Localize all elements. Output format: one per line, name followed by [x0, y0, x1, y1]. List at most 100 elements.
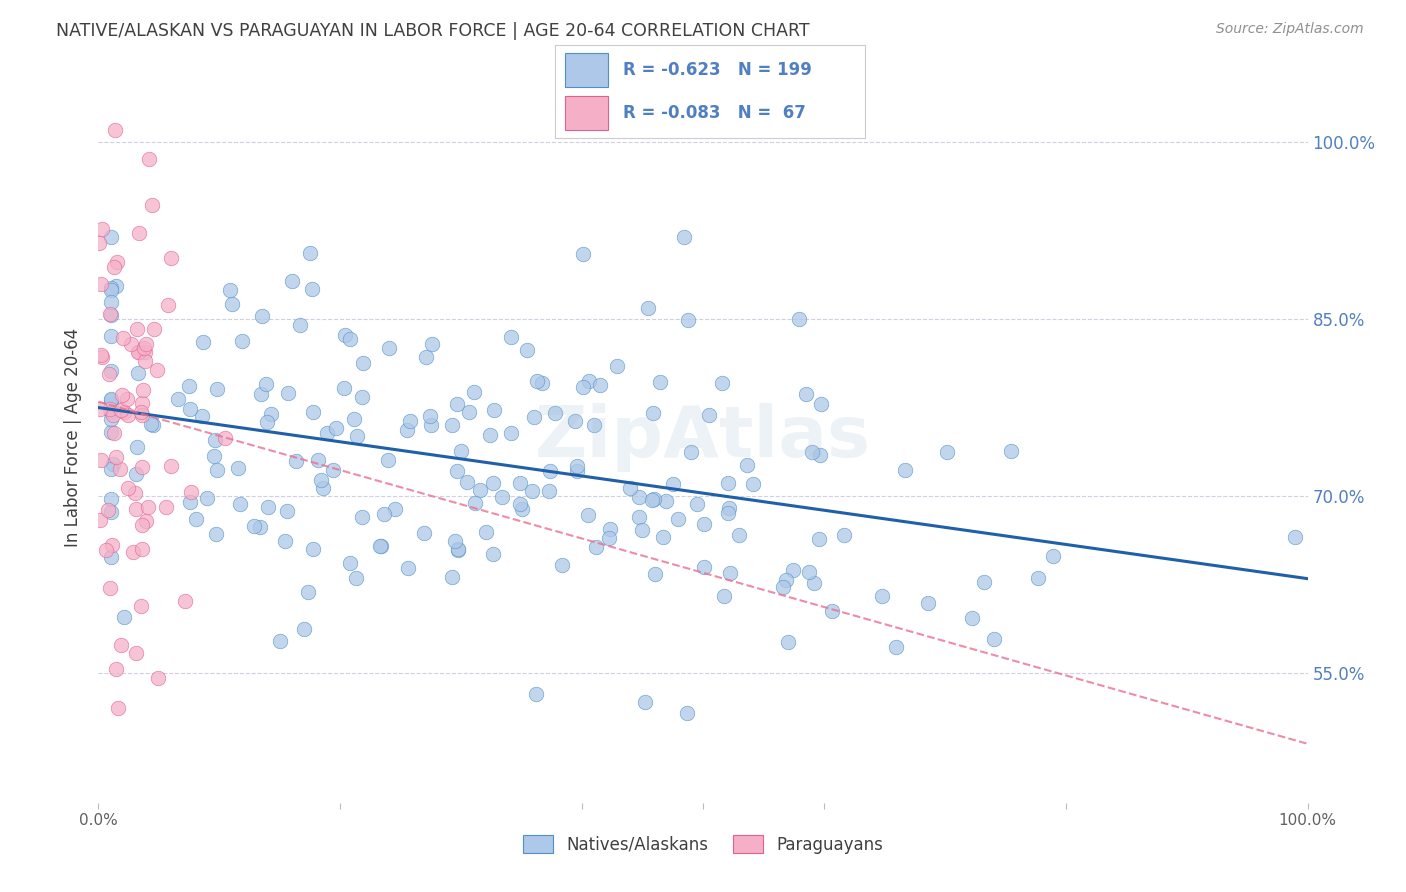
Point [131, 542, 153, 557]
Point [415, 350, 437, 364]
Point [370, 539, 392, 553]
Point [450, 444, 472, 458]
Point [420, 336, 443, 351]
Point [205, 463, 228, 477]
Point [205, 527, 228, 541]
Point [333, 328, 356, 343]
Point [634, 695, 657, 709]
Text: R = -0.083   N =  67: R = -0.083 N = 67 [623, 104, 806, 122]
Point [333, 381, 356, 395]
Point [195, 491, 218, 506]
Point [339, 332, 361, 346]
Point [983, 632, 1005, 646]
Point [100, 393, 122, 408]
Point [1284, 530, 1306, 544]
Point [89, 402, 111, 417]
Point [97, 367, 120, 381]
Point [257, 500, 280, 514]
Point [127, 345, 149, 359]
Point [808, 448, 831, 462]
Point [250, 309, 273, 323]
Point [538, 484, 561, 499]
Point [676, 313, 699, 327]
Point [249, 520, 271, 534]
Point [832, 528, 855, 542]
Text: R = -0.623   N = 199: R = -0.623 N = 199 [623, 61, 813, 78]
Point [156, 298, 179, 312]
Point [641, 493, 664, 508]
Point [524, 687, 547, 701]
Point [103, 425, 125, 440]
Point [606, 359, 628, 374]
Y-axis label: In Labor Force | Age 20-64: In Labor Force | Age 20-64 [65, 327, 83, 547]
Point [125, 440, 148, 454]
Point [100, 283, 122, 297]
Point [105, 662, 128, 676]
Point [231, 334, 253, 348]
Point [637, 301, 659, 315]
Point [572, 247, 595, 261]
Point [274, 534, 297, 549]
Point [131, 409, 153, 423]
Point [226, 460, 249, 475]
Point [444, 534, 467, 549]
Point [146, 363, 169, 377]
Point [564, 414, 586, 428]
Point [167, 392, 190, 406]
Point [776, 635, 799, 649]
Point [782, 563, 804, 577]
Point [384, 501, 406, 516]
Point [446, 397, 468, 411]
Point [301, 542, 323, 557]
Point [90, 347, 112, 361]
Point [281, 274, 304, 288]
Point [202, 449, 225, 463]
Point [191, 409, 214, 423]
Point [686, 497, 709, 511]
Point [447, 543, 470, 558]
Point [772, 580, 794, 594]
Point [316, 426, 339, 441]
Point [107, 701, 129, 715]
Point [110, 403, 132, 417]
Point [108, 461, 131, 475]
Point [468, 483, 491, 497]
Point [644, 567, 666, 582]
Point [530, 376, 553, 391]
Point [89, 513, 111, 527]
Point [346, 429, 368, 443]
Point [101, 408, 124, 422]
Point [229, 497, 252, 511]
Point [654, 493, 676, 508]
Point [135, 514, 157, 528]
Point [585, 540, 607, 554]
Point [716, 475, 738, 490]
Point [973, 574, 995, 589]
Point [516, 343, 538, 357]
Point [352, 356, 374, 370]
Point [100, 392, 122, 407]
Point [368, 539, 391, 553]
Point [307, 453, 329, 467]
Point [787, 311, 810, 326]
Point [100, 405, 122, 419]
Point [398, 414, 420, 428]
Point [526, 374, 548, 388]
Text: Source: ZipAtlas.com: Source: ZipAtlas.com [1216, 22, 1364, 37]
Point [221, 297, 243, 311]
Point [112, 331, 135, 345]
Point [127, 366, 149, 380]
Point [297, 585, 319, 599]
Point [100, 397, 122, 411]
Point [184, 512, 207, 526]
Point [741, 477, 763, 491]
Point [821, 604, 844, 618]
Point [142, 418, 165, 433]
Point [735, 458, 758, 473]
Point [419, 409, 441, 423]
Point [129, 599, 152, 614]
Point [292, 622, 315, 636]
Point [935, 445, 957, 459]
Point [100, 425, 122, 439]
Point [870, 589, 893, 603]
